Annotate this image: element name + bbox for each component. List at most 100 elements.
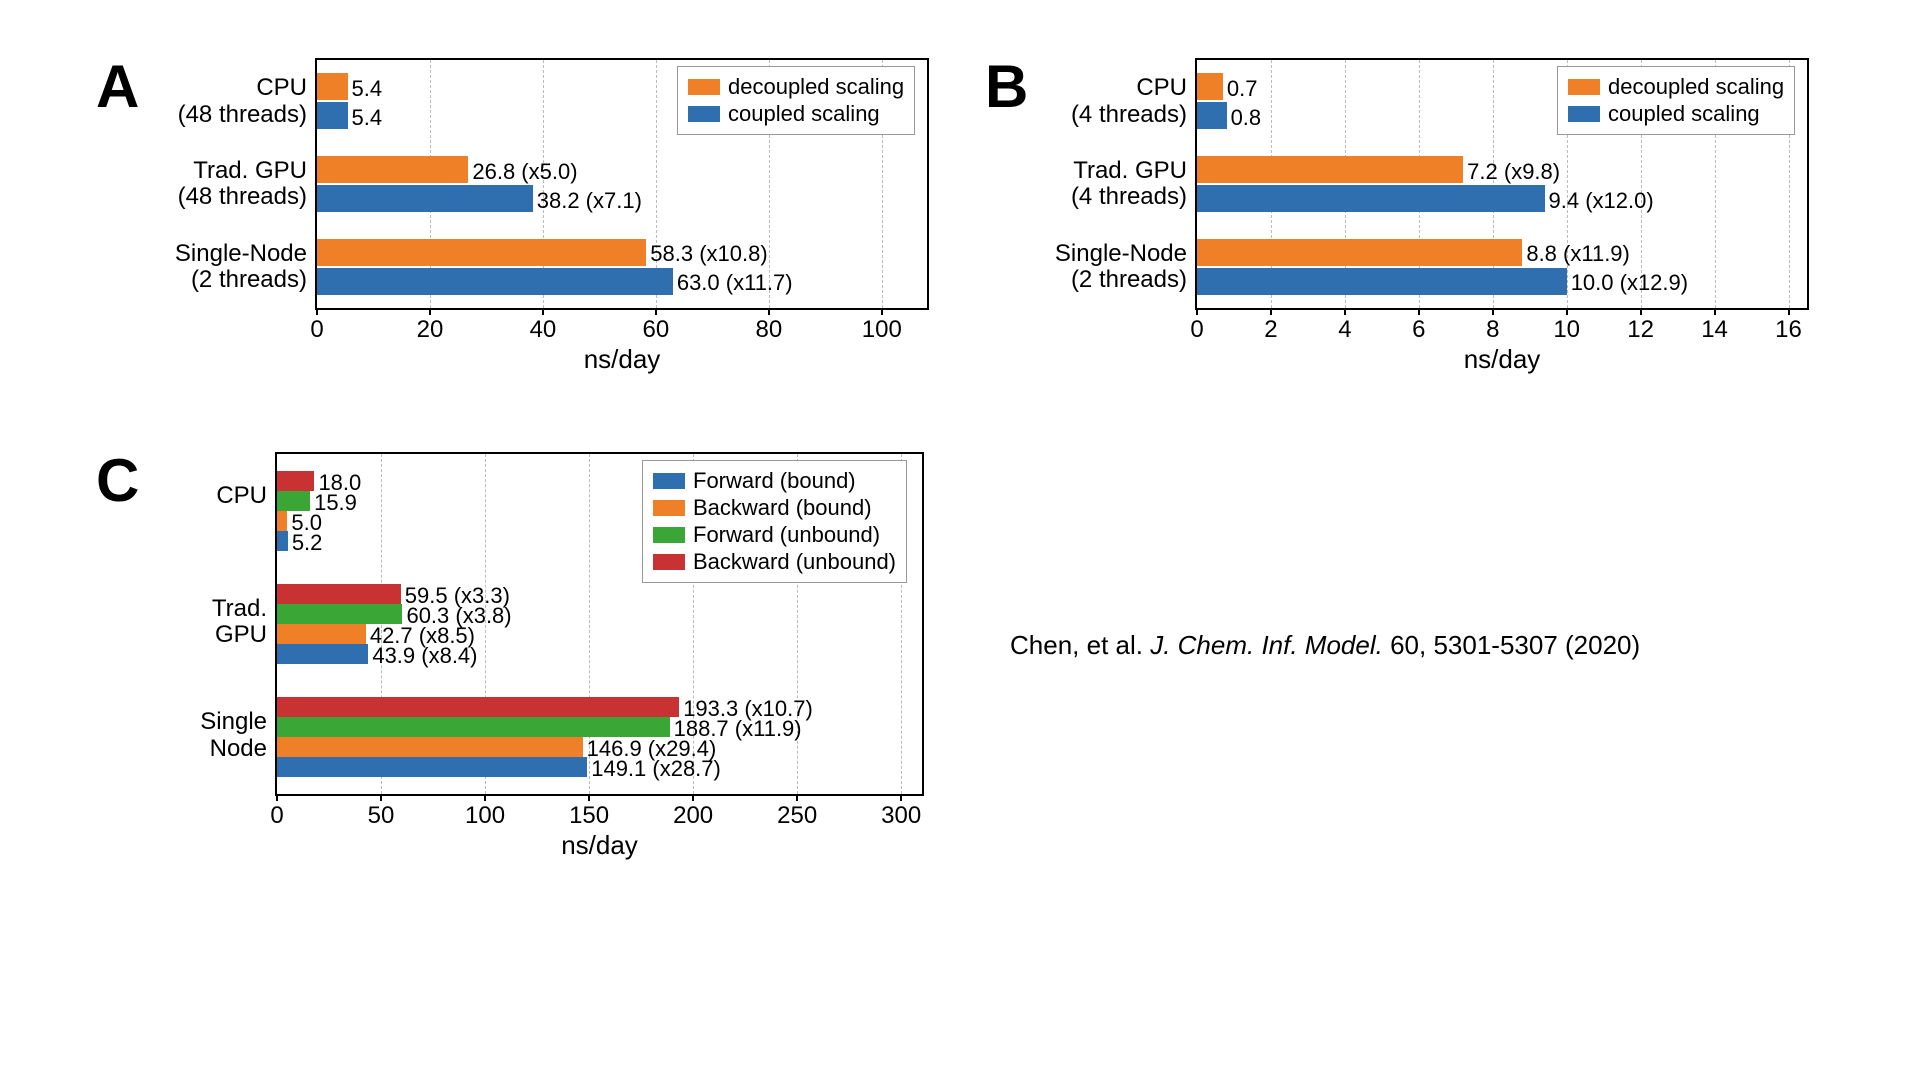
- legend-item: Forward (bound): [653, 468, 896, 494]
- bar-value-label: 9.4 (x12.0): [1549, 188, 1654, 214]
- y-category-label: CPU(4 threads): [1071, 75, 1197, 128]
- plot-area-a: 020406080100ns/dayCPU(48 threads)5.45.4T…: [315, 58, 929, 310]
- legend-label: coupled scaling: [728, 101, 880, 127]
- legend-swatch: [688, 79, 720, 95]
- bar: [277, 624, 366, 644]
- bar-value-label: 63.0 (x11.7): [677, 270, 793, 296]
- legend-label: Backward (bound): [693, 495, 872, 521]
- bar: [277, 757, 587, 777]
- x-tick-label: 12: [1627, 316, 1654, 344]
- bar: [1197, 73, 1223, 100]
- x-tick-label: 2: [1264, 316, 1277, 344]
- x-tick-label: 80: [755, 316, 782, 344]
- bar-value-label: 7.2 (x9.8): [1467, 159, 1560, 185]
- legend: Forward (bound)Backward (bound)Forward (…: [642, 460, 907, 583]
- tick-mark: [484, 794, 486, 801]
- legend-item: decoupled scaling: [1568, 74, 1784, 100]
- legend-label: decoupled scaling: [728, 74, 904, 100]
- tick-mark: [380, 794, 382, 801]
- bar-value-label: 5.2: [292, 530, 323, 556]
- bar: [277, 584, 401, 604]
- tick-mark: [1492, 308, 1494, 315]
- bar: [317, 73, 348, 100]
- bar-value-label: 38.2 (x7.1): [537, 188, 642, 214]
- x-tick-label: 0: [310, 316, 323, 344]
- x-tick-label: 60: [643, 316, 670, 344]
- tick-mark: [1418, 308, 1420, 315]
- plot-area-b: 0246810121416ns/dayCPU(4 threads)0.70.8T…: [1195, 58, 1809, 310]
- panel-label-a: A: [96, 52, 139, 121]
- legend-item: Backward (bound): [653, 495, 896, 521]
- x-axis-label: ns/day: [584, 344, 661, 375]
- legend-swatch: [653, 554, 685, 570]
- x-tick-label: 100: [465, 802, 505, 830]
- citation-journal: J. Chem. Inf. Model.: [1150, 630, 1383, 660]
- bar-value-label: 0.7: [1227, 76, 1258, 102]
- x-tick-label: 0: [1190, 316, 1203, 344]
- x-tick-label: 300: [881, 802, 921, 830]
- y-category-label: CPU(48 threads): [178, 75, 317, 128]
- chart-c: 050100150200250300ns/dayCPU18.015.95.05.…: [275, 452, 920, 852]
- bar: [277, 511, 287, 531]
- x-tick-label: 14: [1701, 316, 1728, 344]
- legend-label: coupled scaling: [1608, 101, 1760, 127]
- legend-label: decoupled scaling: [1608, 74, 1784, 100]
- x-tick-label: 4: [1338, 316, 1351, 344]
- bar: [317, 268, 673, 295]
- legend-swatch: [653, 527, 685, 543]
- tick-mark: [1714, 308, 1716, 315]
- legend-label: Forward (bound): [693, 468, 856, 494]
- legend-label: Forward (unbound): [693, 522, 880, 548]
- bar: [1197, 268, 1567, 295]
- bar-value-label: 58.3 (x10.8): [650, 241, 767, 267]
- bar-value-label: 26.8 (x5.0): [472, 159, 577, 185]
- chart-a: 020406080100ns/dayCPU(48 threads)5.45.4T…: [315, 58, 925, 358]
- tick-mark: [588, 794, 590, 801]
- legend-swatch: [653, 500, 685, 516]
- tick-mark: [1196, 308, 1198, 315]
- legend: decoupled scalingcoupled scaling: [1557, 66, 1795, 135]
- citation-rest: 60, 5301-5307 (2020): [1383, 630, 1640, 660]
- x-tick-label: 0: [270, 802, 283, 830]
- bar: [1197, 156, 1463, 183]
- y-category-label: Single-Node(2 threads): [1055, 241, 1197, 294]
- legend-item: coupled scaling: [1568, 101, 1784, 127]
- bar-value-label: 5.4: [352, 105, 383, 131]
- x-tick-label: 8: [1486, 316, 1499, 344]
- x-tick-label: 200: [673, 802, 713, 830]
- chart-b: 0246810121416ns/dayCPU(4 threads)0.70.8T…: [1195, 58, 1805, 358]
- legend-label: Backward (unbound): [693, 549, 896, 575]
- bar: [277, 697, 679, 717]
- tick-mark: [542, 308, 544, 315]
- tick-mark: [1566, 308, 1568, 315]
- tick-mark: [796, 794, 798, 801]
- tick-mark: [1640, 308, 1642, 315]
- tick-mark: [316, 308, 318, 315]
- y-category-label: Trad. GPU(4 threads): [1071, 158, 1197, 211]
- bar: [317, 185, 533, 212]
- legend-swatch: [1568, 106, 1600, 122]
- bar-value-label: 43.9 (x8.4): [372, 643, 477, 669]
- legend-item: coupled scaling: [688, 101, 904, 127]
- x-axis-label: ns/day: [1464, 344, 1541, 375]
- bar: [277, 531, 288, 551]
- citation-prefix: Chen, et al.: [1010, 630, 1150, 660]
- bar: [1197, 239, 1522, 266]
- bar-value-label: 149.1 (x28.7): [591, 756, 721, 782]
- x-axis-label: ns/day: [561, 830, 638, 861]
- bar-value-label: 10.0 (x12.9): [1571, 270, 1688, 296]
- panel-label-b: B: [985, 52, 1028, 121]
- bar: [1197, 185, 1545, 212]
- x-tick-label: 10: [1553, 316, 1580, 344]
- x-tick-label: 50: [368, 802, 395, 830]
- tick-mark: [276, 794, 278, 801]
- bar-value-label: 0.8: [1231, 105, 1262, 131]
- legend-item: decoupled scaling: [688, 74, 904, 100]
- x-tick-label: 20: [417, 316, 444, 344]
- bar: [317, 239, 646, 266]
- legend-swatch: [653, 473, 685, 489]
- citation: Chen, et al. J. Chem. Inf. Model. 60, 53…: [1010, 630, 1640, 661]
- tick-mark: [1344, 308, 1346, 315]
- bar-value-label: 8.8 (x11.9): [1526, 241, 1630, 267]
- bar: [277, 491, 310, 511]
